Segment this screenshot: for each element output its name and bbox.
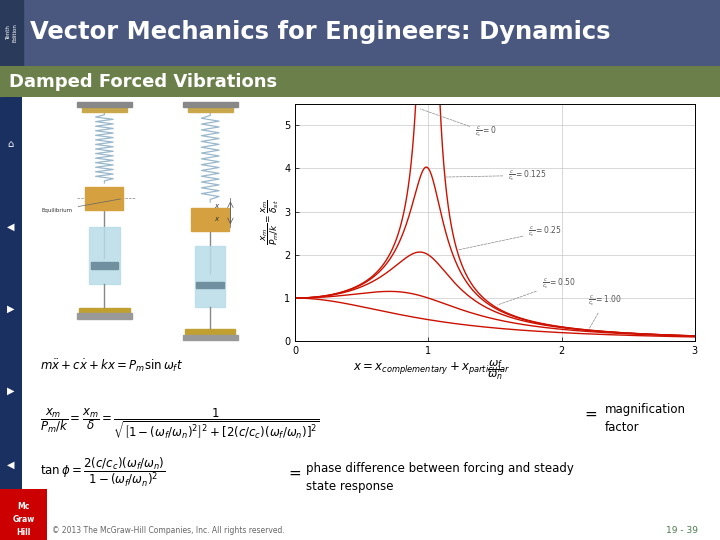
Text: $m\ddot{x} + c\dot{x} + kx = P_m \sin \omega_f t$: $m\ddot{x} + c\dot{x} + kx = P_m \sin \o… <box>40 357 183 374</box>
FancyBboxPatch shape <box>192 208 229 231</box>
Text: Damped Forced Vibrations: Damped Forced Vibrations <box>9 72 276 91</box>
Text: $\frac{c}{c_c}=1.00$: $\frac{c}{c_c}=1.00$ <box>588 293 622 328</box>
Text: =: = <box>289 466 302 481</box>
Text: © 2013 The McGraw-Hill Companies, Inc. All rights reserved.: © 2013 The McGraw-Hill Companies, Inc. A… <box>52 526 284 535</box>
Bar <box>82 107 127 112</box>
Text: ◀: ◀ <box>7 460 14 470</box>
Text: $\frac{c}{c_c}=0.50$: $\frac{c}{c_c}=0.50$ <box>498 276 575 305</box>
Text: $\frac{c}{c_c}=0$: $\frac{c}{c_c}=0$ <box>420 109 497 139</box>
Bar <box>89 227 120 285</box>
Bar <box>197 281 224 288</box>
Text: ⌂: ⌂ <box>8 139 14 149</box>
X-axis label: $\dfrac{\omega_f}{\omega_n}$: $\dfrac{\omega_f}{\omega_n}$ <box>487 359 503 382</box>
Text: =: = <box>584 407 597 422</box>
Bar <box>0 70 720 540</box>
Bar <box>76 314 132 319</box>
Text: $x = x_{complementary} + x_{particular}$: $x = x_{complementary} + x_{particular}$ <box>353 360 510 376</box>
Text: Hill: Hill <box>17 528 30 537</box>
Text: $\frac{c}{c_c}=0.25$: $\frac{c}{c_c}=0.25$ <box>458 224 562 250</box>
Bar <box>76 102 132 107</box>
FancyBboxPatch shape <box>86 187 123 210</box>
Bar <box>0 0 23 66</box>
Text: x: x <box>214 217 218 222</box>
Bar <box>185 329 235 334</box>
Y-axis label: $\dfrac{x_m}{P_m/k} = \dfrac{x_m}{\delta_{st}}$: $\dfrac{x_m}{P_m/k} = \dfrac{x_m}{\delta… <box>259 199 282 246</box>
Bar <box>79 308 130 313</box>
Text: Tenth
Edition: Tenth Edition <box>6 24 17 42</box>
Text: Vector Mechanics for Engineers: Dynamics: Vector Mechanics for Engineers: Dynamics <box>30 19 611 44</box>
Text: 19 - 39: 19 - 39 <box>667 526 698 535</box>
Bar <box>91 262 118 269</box>
Text: ▶: ▶ <box>7 386 14 396</box>
Text: Equilibrium: Equilibrium <box>42 199 120 213</box>
Text: $\tan\phi = \dfrac{2(c/c_c)(\omega_f/\omega_n)}{1 - (\omega_f/\omega_n)^2}$: $\tan\phi = \dfrac{2(c/c_c)(\omega_f/\om… <box>40 456 165 489</box>
Text: $\dfrac{x_m}{P_m/k} = \dfrac{x_m}{\delta} = \dfrac{1}{\sqrt{\left[1 - (\omega_f/: $\dfrac{x_m}{P_m/k} = \dfrac{x_m}{\delta… <box>40 407 320 442</box>
Text: x: x <box>214 203 218 209</box>
Text: ◀: ◀ <box>7 221 14 232</box>
Bar <box>183 102 238 107</box>
Bar <box>195 246 225 307</box>
Bar <box>183 334 238 340</box>
Bar <box>187 107 233 112</box>
Text: ▶: ▶ <box>7 303 14 314</box>
Text: $\frac{c}{c_c}=0.125$: $\frac{c}{c_c}=0.125$ <box>444 168 547 183</box>
Text: Graw: Graw <box>12 515 35 524</box>
Text: magnification
factor: magnification factor <box>605 403 685 434</box>
Text: Mc: Mc <box>17 502 30 511</box>
Text: phase difference between forcing and steady
state response: phase difference between forcing and ste… <box>306 462 574 494</box>
